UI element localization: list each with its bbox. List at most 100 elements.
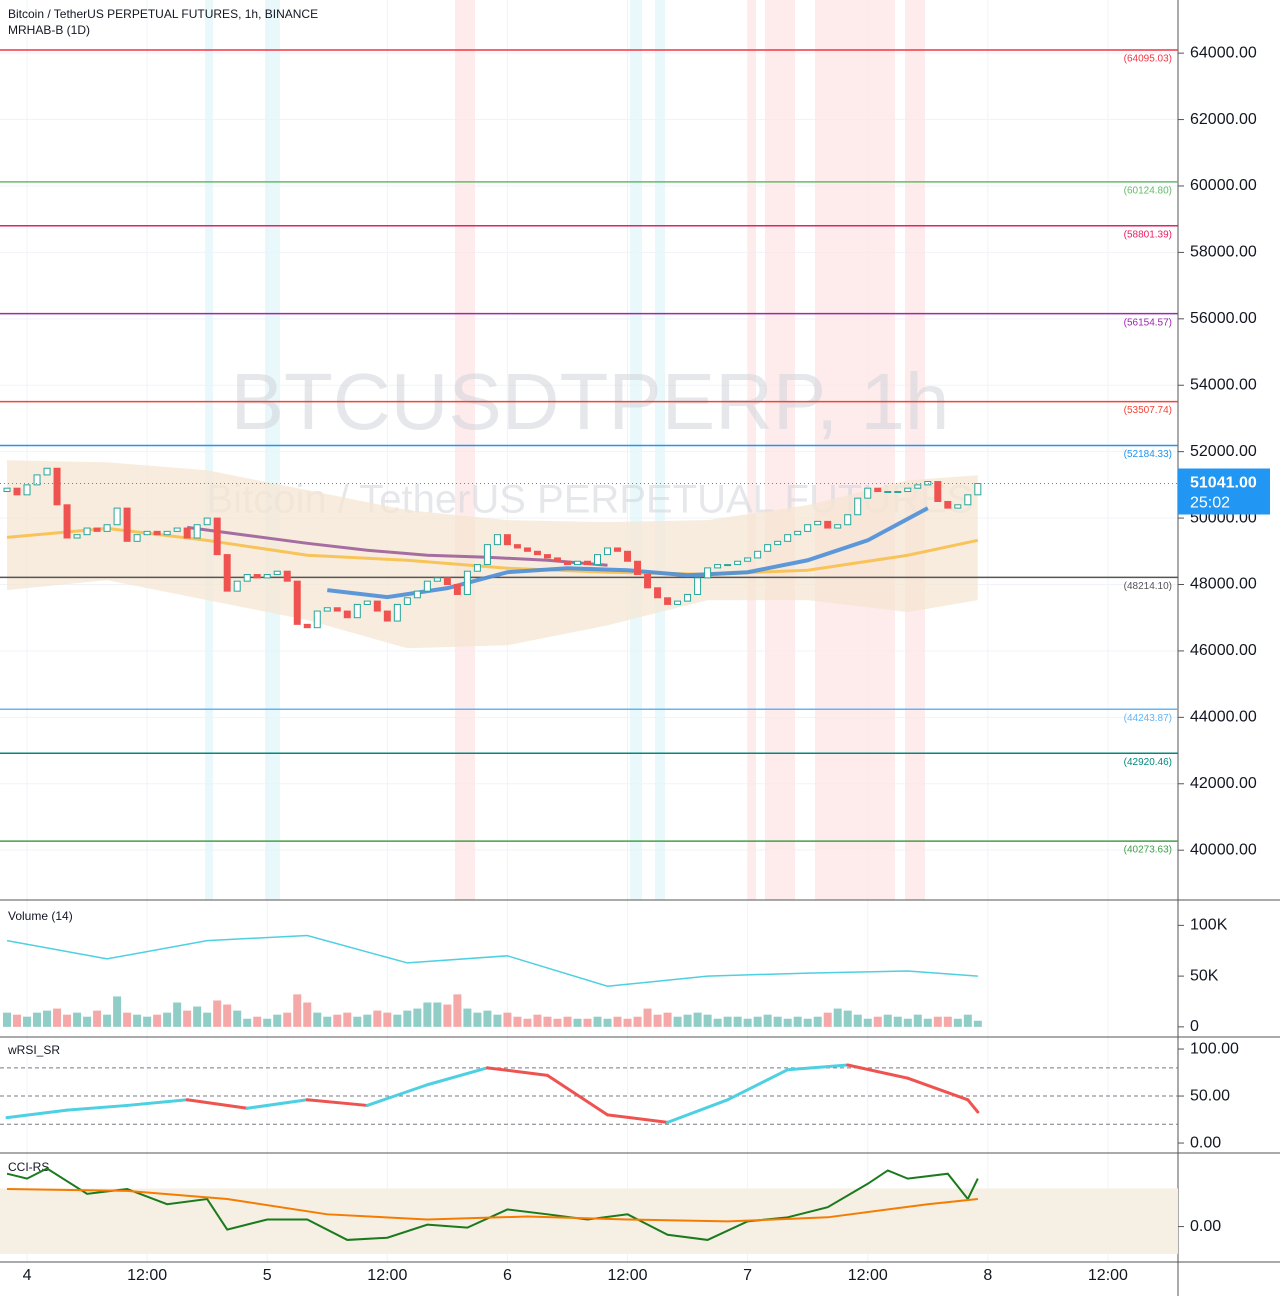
series-segment [185, 1098, 249, 1110]
series-segment [606, 1113, 670, 1124]
volume-bar [143, 1016, 152, 1027]
volume-bar [23, 1016, 32, 1027]
volume-bar [563, 1016, 572, 1027]
x-tick-label: 12:00 [367, 1267, 407, 1284]
volume-bar [653, 1014, 662, 1027]
volume-bar [763, 1014, 772, 1027]
volume-bar [813, 1016, 822, 1027]
volume-bar [133, 1014, 142, 1027]
x-tick-label: 4 [23, 1267, 32, 1284]
envelope-band [7, 460, 978, 649]
y-tick-label: 56000.00 [1190, 310, 1257, 327]
candle [694, 577, 702, 595]
candle [634, 560, 642, 576]
candle [884, 491, 892, 494]
candle [143, 530, 151, 536]
candle [323, 607, 331, 612]
candle [644, 574, 652, 589]
y-tick-label: 52000.00 [1190, 443, 1257, 460]
y-tick-label: 50K [1190, 967, 1219, 984]
last-price-label: 51041.00 [1190, 475, 1257, 492]
x-tick-label: 5 [263, 1267, 272, 1284]
volume-bar [423, 1002, 432, 1027]
volume-bar [623, 1018, 632, 1027]
indicator-name: MRHAB-B (1D) [8, 23, 90, 37]
y-tick-label: 60000.00 [1190, 177, 1257, 194]
y-tick-label: 44000.00 [1190, 709, 1257, 726]
session-zone [765, 0, 795, 900]
candle [864, 487, 872, 499]
session-zone [905, 0, 925, 900]
countdown: 25:02 [1190, 495, 1230, 512]
volume-bar [33, 1012, 42, 1027]
volume-bar [83, 1016, 92, 1027]
candle [834, 524, 842, 529]
level-label: (42920.46) [1124, 757, 1172, 768]
volume-bar [923, 1018, 932, 1027]
volume-bar [303, 1002, 312, 1027]
candle [233, 580, 241, 592]
candle [43, 467, 51, 476]
volume-bar [13, 1014, 22, 1027]
volume-bar [353, 1016, 362, 1027]
session-zones [205, 0, 925, 900]
y-tick-label: 100.00 [1190, 1040, 1239, 1057]
series-segment [305, 1098, 369, 1107]
volume-bar [53, 1008, 62, 1027]
candle [784, 534, 792, 542]
candle [83, 527, 91, 536]
candle [293, 580, 301, 625]
x-tick-label: 12:00 [848, 1267, 888, 1284]
volume-bar [283, 1012, 292, 1027]
session-zone [455, 0, 475, 900]
series-segment [726, 1068, 790, 1102]
volume-bar [803, 1018, 812, 1027]
level-label: (48214.10) [1124, 581, 1172, 592]
level-label: (44243.87) [1124, 713, 1172, 724]
candle [804, 524, 812, 532]
candle [103, 524, 111, 532]
volume-bar [893, 1016, 902, 1027]
volume-bar [523, 1018, 532, 1027]
series-segment [906, 1076, 970, 1102]
candle [303, 623, 311, 629]
candle [123, 507, 131, 542]
volume-bar [723, 1016, 732, 1027]
candle [573, 560, 581, 566]
candle [964, 494, 972, 506]
volume-bar [913, 1014, 922, 1027]
candle [403, 597, 411, 605]
volume-bar [903, 1018, 912, 1027]
last-price-tag [1178, 468, 1270, 515]
volume-bar [833, 1008, 842, 1027]
volume-bar [433, 1002, 442, 1027]
candle [183, 527, 191, 539]
volume-bar [843, 1010, 852, 1027]
candle [553, 557, 561, 562]
candle [624, 550, 632, 562]
volume-bar [953, 1018, 962, 1027]
candle [393, 603, 401, 622]
panel-title: CCI-RS [8, 1160, 49, 1174]
session-zone [815, 0, 895, 900]
volume-bar [363, 1014, 372, 1027]
y-tick-label: 48000.00 [1190, 576, 1257, 593]
volume-bar [413, 1008, 422, 1027]
series-segment [966, 1098, 980, 1114]
candle [563, 560, 571, 566]
y-tick-label: 0.00 [1190, 1218, 1221, 1235]
candle [113, 507, 121, 526]
volume-bar [63, 1014, 72, 1027]
candle [333, 607, 341, 612]
candle [283, 570, 291, 582]
volume-bar [383, 1012, 392, 1027]
candle [263, 574, 271, 579]
candle [443, 577, 451, 586]
volume-bar [163, 1012, 172, 1027]
x-tick-label: 12:00 [127, 1267, 167, 1284]
volume-bar [633, 1016, 642, 1027]
series-segment [545, 1073, 610, 1117]
candle [273, 570, 281, 576]
